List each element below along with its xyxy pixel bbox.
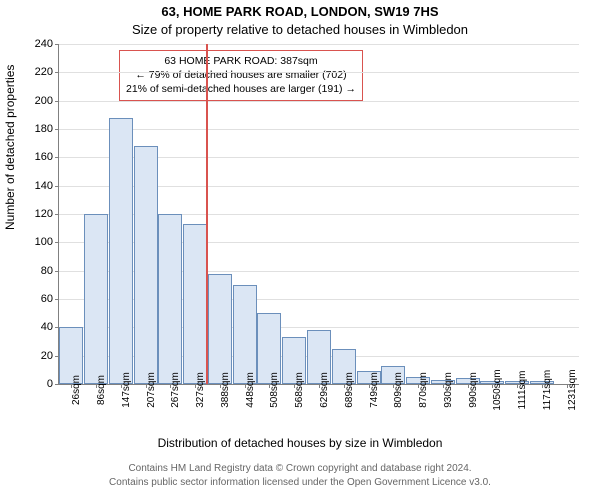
x-tick-label: 689sqm [344, 372, 355, 408]
histogram-bar [109, 118, 133, 384]
x-tick-label: 388sqm [220, 372, 231, 408]
gridline [59, 129, 579, 130]
y-tick [55, 384, 59, 385]
y-tick [55, 186, 59, 187]
annotation-box: 63 HOME PARK ROAD: 387sqm ← 79% of detac… [119, 50, 363, 101]
y-tick [55, 101, 59, 102]
x-tick-label: 749sqm [369, 372, 380, 408]
x-tick-label: 990sqm [468, 372, 479, 408]
y-tick-label: 60 [41, 293, 53, 305]
histogram-bar [84, 214, 108, 384]
property-marker-line [206, 44, 208, 384]
histogram-bar [208, 274, 232, 385]
histogram-bar [233, 285, 257, 384]
y-tick [55, 72, 59, 73]
x-tick-label: 448sqm [245, 372, 256, 408]
footer-line-2: Contains public sector information licen… [0, 476, 600, 489]
x-tick-label: 267sqm [170, 372, 181, 408]
x-tick-label: 1171sqm [542, 370, 553, 410]
chart-container: 63, HOME PARK ROAD, LONDON, SW19 7HS Siz… [0, 0, 600, 500]
chart-title-address: 63, HOME PARK ROAD, LONDON, SW19 7HS [0, 4, 600, 19]
y-tick [55, 129, 59, 130]
y-tick [55, 242, 59, 243]
annotation-line-3: 21% of semi-detached houses are larger (… [126, 82, 356, 96]
y-tick-label: 20 [41, 350, 53, 362]
histogram-bar [134, 146, 158, 384]
y-tick-label: 80 [41, 265, 53, 277]
x-tick-label: 1050sqm [492, 369, 503, 410]
x-tick-label: 508sqm [269, 372, 280, 408]
histogram-bar [158, 214, 182, 384]
y-tick [55, 44, 59, 45]
y-tick-label: 200 [35, 95, 53, 107]
gridline [59, 101, 579, 102]
y-tick [55, 214, 59, 215]
gridline [59, 72, 579, 73]
plot-area: 63 HOME PARK ROAD: 387sqm ← 79% of detac… [58, 44, 579, 385]
x-tick-label: 809sqm [393, 372, 404, 408]
x-tick-label: 1231sqm [567, 369, 578, 410]
x-tick-label: 327sqm [195, 372, 206, 408]
y-tick-label: 120 [35, 208, 53, 220]
x-tick-label: 629sqm [319, 372, 330, 408]
x-tick-label: 1111sqm [517, 371, 528, 410]
y-tick-label: 40 [41, 321, 53, 333]
y-tick [55, 299, 59, 300]
annotation-line-1: 63 HOME PARK ROAD: 387sqm [126, 54, 356, 68]
x-axis-label: Distribution of detached houses by size … [0, 436, 600, 450]
annotation-line-2: ← 79% of detached houses are smaller (70… [126, 68, 356, 82]
x-tick-label: 147sqm [121, 372, 132, 408]
footer-line-1: Contains HM Land Registry data © Crown c… [0, 462, 600, 475]
y-tick-label: 180 [35, 123, 53, 135]
x-tick-label: 86sqm [96, 375, 107, 405]
x-tick-label: 568sqm [294, 372, 305, 408]
y-axis-label: Number of detached properties [3, 65, 17, 230]
x-tick-label: 930sqm [443, 372, 454, 408]
chart-subtitle: Size of property relative to detached ho… [0, 22, 600, 37]
histogram-bar [183, 224, 207, 384]
y-tick [55, 271, 59, 272]
gridline [59, 44, 579, 45]
y-tick-label: 220 [35, 66, 53, 78]
x-tick-label: 26sqm [71, 375, 82, 405]
x-tick-label: 207sqm [146, 372, 157, 408]
y-tick-label: 240 [35, 38, 53, 50]
x-tick-label: 870sqm [418, 372, 429, 408]
y-tick-label: 140 [35, 180, 53, 192]
y-tick-label: 100 [35, 236, 53, 248]
y-tick-label: 0 [47, 378, 53, 390]
y-tick [55, 157, 59, 158]
y-tick-label: 160 [35, 151, 53, 163]
